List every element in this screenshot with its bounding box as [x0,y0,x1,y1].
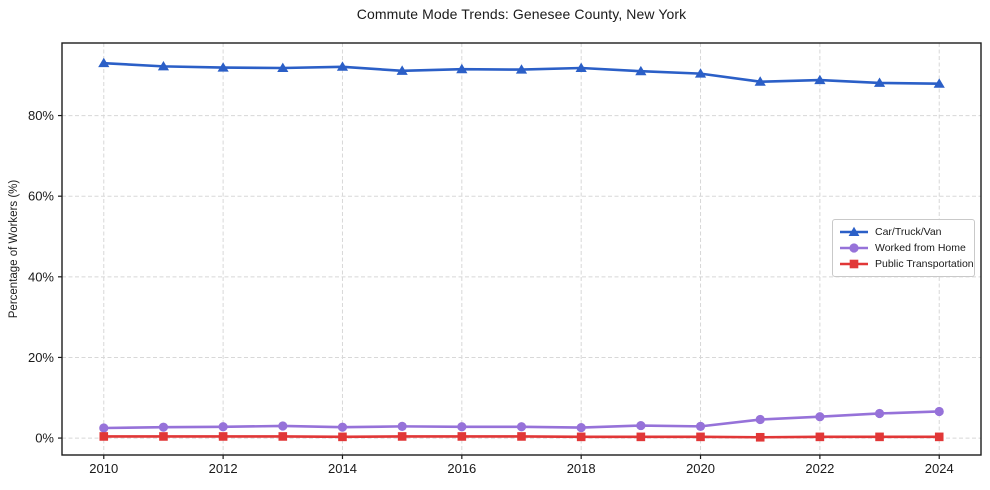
series-worked-from-home [99,406,944,433]
legend-item-worked-from-home: Worked from Home [839,241,968,255]
x-tick-label: 2024 [925,461,954,476]
legend-item-car-truck-van: Car/Truck/Van [839,225,968,239]
series-public-transportation [99,432,944,442]
axis-ticks: 2010 2012 2014 2016 2018 2020 2022 2024 0% 20% 40%… [28,108,954,476]
y-tick-label: 20% [28,350,54,365]
y-tick-label: 40% [28,269,54,284]
square-marker-icon [839,257,869,271]
x-tick-label: 2014 [328,461,357,476]
triangle-marker-icon [839,225,869,239]
y-tick-label: 0% [35,431,54,446]
legend-label: Worked from Home [875,242,966,254]
gridlines [62,43,981,455]
x-tick-label: 2010 [89,461,118,476]
x-tick-label: 2018 [567,461,596,476]
plot-frame [61,42,982,456]
chart-title: Commute Mode Trends: Genesee County, New… [356,6,687,22]
series-car-truck-van [98,57,945,88]
x-tick-label: 2016 [447,461,476,476]
y-tick-label: 80% [28,108,54,123]
legend-item-public-transportation: Public Transportation [839,257,974,271]
legend-label: Car/Truck/Van [875,226,942,238]
legend-label: Public Transportation [875,258,974,270]
legend: Car/Truck/Van Worked from Home Public Tr… [832,219,975,277]
x-tick-label: 2012 [209,461,238,476]
circle-marker-icon [839,241,869,255]
x-tick-label: 2020 [686,461,715,476]
x-tick-label: 2022 [805,461,834,476]
y-tick-label: 60% [28,189,54,204]
